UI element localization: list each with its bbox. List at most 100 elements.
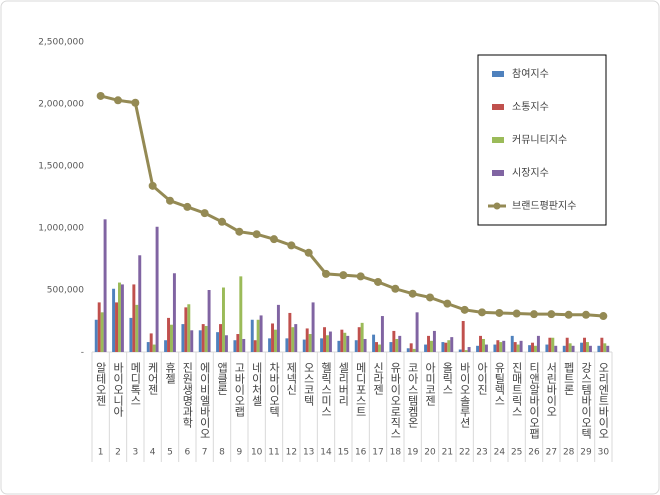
bar	[233, 340, 237, 352]
legend-label: 소통지수	[512, 101, 549, 113]
bar	[534, 345, 537, 352]
bar	[274, 329, 277, 352]
bar	[545, 344, 549, 352]
legend-swatch	[492, 137, 504, 143]
bar	[138, 255, 142, 352]
bar	[357, 327, 361, 352]
line-marker	[339, 271, 348, 280]
bar	[380, 316, 384, 352]
line-marker	[443, 299, 452, 308]
bar	[253, 340, 257, 352]
line-marker	[564, 310, 573, 319]
x-tick-label: 아미코젠	[424, 362, 437, 406]
bar	[305, 328, 309, 352]
legend-label: 브랜드평판지수	[512, 200, 576, 212]
bar	[302, 339, 306, 352]
rank-label: 16	[355, 448, 367, 458]
bar	[476, 345, 480, 352]
bar	[204, 325, 208, 352]
rank-label: 15	[338, 448, 349, 458]
bar	[372, 334, 376, 352]
line-marker	[460, 305, 469, 314]
line-marker	[478, 308, 486, 317]
line-marker	[96, 91, 105, 100]
bar	[120, 284, 124, 352]
line-marker	[356, 272, 365, 281]
y-tick-label: 1,500,000	[38, 162, 84, 172]
rank-label: 26	[528, 448, 540, 458]
line-marker	[391, 284, 400, 293]
x-tick-label: 휴젤	[164, 362, 177, 384]
bar	[430, 340, 433, 352]
line-marker	[495, 308, 504, 317]
x-tick-label: 셀리버리	[337, 362, 350, 406]
rank-label: 24	[494, 448, 506, 458]
legend-swatch	[492, 104, 504, 110]
rank-label: 29	[580, 448, 592, 458]
bar	[398, 335, 402, 352]
bar	[424, 344, 428, 352]
bar	[510, 335, 514, 352]
bar	[187, 304, 191, 352]
legend-label: 참여지수	[512, 68, 549, 80]
bar	[219, 324, 222, 352]
bar	[603, 343, 607, 352]
bar	[392, 330, 396, 352]
bar	[242, 338, 246, 352]
legend-swatch	[493, 202, 501, 210]
x-tick-label: 바이오니아	[112, 362, 125, 418]
bar	[285, 338, 289, 352]
bar	[528, 345, 532, 352]
x-tick-label: 티앤알바이오팹	[528, 362, 541, 439]
bar	[354, 340, 358, 352]
line-marker	[374, 277, 382, 286]
rank-label: 1	[98, 448, 104, 458]
rank-label: 10	[251, 448, 263, 458]
x-tick-label: 오스코텍	[302, 362, 315, 406]
bar	[464, 350, 468, 352]
line-marker	[200, 209, 209, 218]
bar	[250, 319, 254, 352]
x-tick-label: 케어젠	[146, 362, 159, 395]
bar	[432, 330, 436, 352]
bar	[152, 344, 156, 352]
bar	[461, 321, 465, 352]
rank-label: 14	[320, 448, 332, 458]
line-marker	[426, 293, 434, 302]
line-marker	[582, 310, 590, 319]
bar	[571, 345, 575, 352]
bar	[548, 337, 552, 352]
x-tick-label: 올릭스	[441, 362, 454, 395]
bar	[326, 335, 329, 352]
x-tick-label: 진매트릭스	[510, 362, 523, 417]
bar	[482, 338, 485, 352]
line-marker	[114, 96, 122, 105]
bar	[565, 337, 569, 352]
bar	[256, 319, 260, 352]
x-tick-label: 오리엔트바이오	[597, 362, 610, 439]
line-marker	[235, 227, 244, 236]
bar	[499, 342, 503, 352]
bar	[320, 338, 324, 352]
x-tick-label: 차바이오텍	[268, 362, 281, 417]
bar	[337, 340, 341, 352]
bar	[597, 345, 601, 352]
bar	[115, 302, 118, 352]
bar	[554, 345, 558, 352]
bar	[118, 282, 121, 352]
bar	[444, 342, 448, 352]
bar	[271, 323, 274, 352]
bar	[583, 337, 586, 352]
bar	[311, 302, 315, 352]
y-tick-label: 500,000	[47, 286, 84, 296]
rank-label: 9	[236, 448, 242, 458]
bar	[513, 342, 517, 352]
rank-label: 27	[546, 448, 557, 458]
line-marker	[270, 235, 278, 244]
line-marker	[304, 248, 313, 257]
bar	[100, 312, 104, 352]
bar	[308, 334, 312, 352]
bar	[588, 345, 592, 352]
bar	[450, 337, 454, 352]
